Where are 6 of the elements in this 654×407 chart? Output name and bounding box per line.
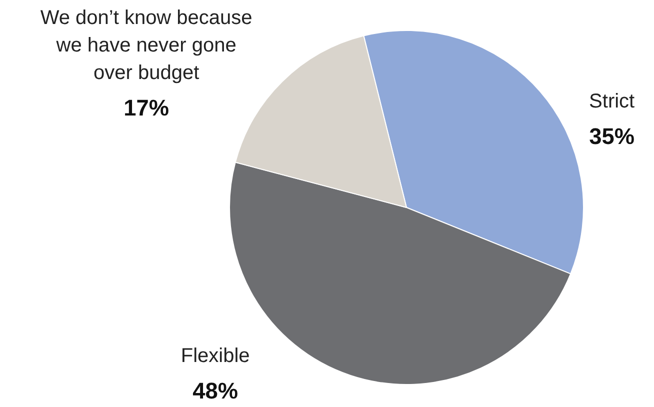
- slice-label: Flexible: [180, 345, 250, 368]
- slice-label: Strict: [589, 90, 636, 112]
- data-label: 35%: [589, 122, 635, 149]
- slice-label: We don’t know because we have never gone over budget: [40, 7, 252, 84]
- data-label: 48%: [192, 378, 238, 404]
- data-label: 17%: [124, 94, 169, 120]
